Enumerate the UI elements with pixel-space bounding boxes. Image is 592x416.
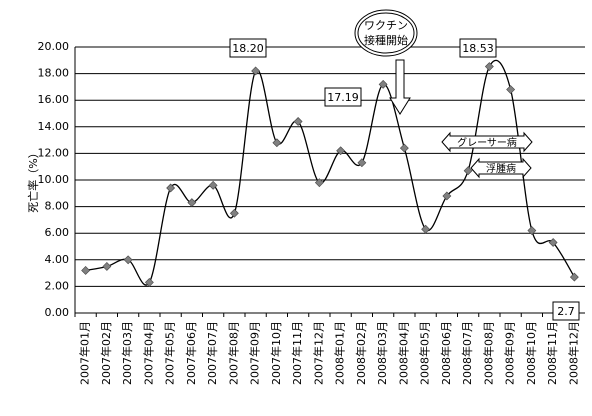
marker <box>272 138 282 148</box>
x-tick-label: 2007年10月 <box>269 321 283 385</box>
marker <box>229 208 239 218</box>
x-tick-label: 2008年12月 <box>566 321 580 385</box>
x-tick-label: 2007年06月 <box>184 321 198 385</box>
x-tick-label: 2007年04月 <box>141 321 155 385</box>
annotation: 接種開始 <box>364 33 408 47</box>
marker <box>569 272 579 282</box>
marker <box>187 198 197 208</box>
y-tick-label: 14.00 <box>38 120 70 133</box>
x-tick-label: 2007年11月 <box>290 321 304 385</box>
y-tick-label: 8.00 <box>45 200 70 213</box>
y-tick-label: 4.00 <box>45 253 70 266</box>
x-tick-label: 2007年09月 <box>248 321 262 385</box>
y-tick-label: 12.00 <box>38 146 70 159</box>
x-tick-label: 2007年08月 <box>226 321 240 385</box>
marker <box>463 166 473 176</box>
x-tick-label: 2007年01月 <box>78 321 92 385</box>
x-tick-label: 2007年02月 <box>99 321 113 385</box>
annotation-box <box>324 87 362 107</box>
marker <box>484 62 494 71</box>
x-tick-label: 2008年02月 <box>354 321 368 385</box>
marker <box>442 191 452 201</box>
marker <box>357 158 367 168</box>
double-arrow <box>441 131 533 153</box>
y-axis-label: 死亡率（%） <box>26 147 40 212</box>
y-tick-label: 16.00 <box>38 93 70 106</box>
marker <box>166 183 176 193</box>
y-tick-label: 0.00 <box>45 306 70 319</box>
marker <box>378 79 388 89</box>
annotation: 18.53 <box>462 42 494 55</box>
y-tick-label: 2.00 <box>45 279 70 292</box>
x-tick-label: 2007年03月 <box>120 321 134 385</box>
y-tick-label: 10.00 <box>38 173 70 186</box>
marker <box>123 255 133 265</box>
double-arrow <box>470 157 532 179</box>
annotation-box <box>229 38 267 58</box>
marker <box>293 117 303 126</box>
annotation-box <box>552 301 580 321</box>
x-tick-label: 2007年05月 <box>163 321 177 385</box>
marker <box>102 262 112 271</box>
y-tick-label: 18.00 <box>38 67 70 80</box>
annotation: ワクチン <box>364 19 408 32</box>
x-tick-label: 2008年04月 <box>396 321 410 385</box>
x-tick-label: 2008年08月 <box>481 321 495 385</box>
marker <box>506 85 516 94</box>
marker <box>144 277 154 287</box>
x-tick-label: 2008年10月 <box>524 321 538 385</box>
x-tick-label: 2008年07月 <box>460 321 474 385</box>
marker <box>251 66 261 76</box>
marker <box>399 143 409 153</box>
marker <box>336 146 346 156</box>
x-tick-label: 2007年12月 <box>311 321 325 385</box>
marker <box>81 266 91 275</box>
arrow <box>389 59 411 115</box>
marker <box>208 180 218 190</box>
x-tick-label: 2008年09月 <box>503 321 517 385</box>
y-tick-label: 6.00 <box>45 226 70 239</box>
marker <box>314 178 324 188</box>
annotation: 2.7 <box>557 305 575 318</box>
annotation: グレーサー病 <box>457 136 517 149</box>
callout-inner <box>357 12 415 54</box>
x-tick-label: 2007年07月 <box>205 321 219 385</box>
x-tick-label: 2008年03月 <box>375 321 389 385</box>
annotation-box <box>459 38 497 58</box>
x-tick-label: 2008年05月 <box>418 321 432 385</box>
marker <box>527 226 537 235</box>
annotation: 浮腫病 <box>486 162 516 175</box>
y-tick-label: 20.00 <box>38 40 70 53</box>
marker <box>421 224 431 234</box>
marker <box>548 238 558 247</box>
x-tick-label: 2008年06月 <box>439 321 453 385</box>
x-tick-label: 2008年01月 <box>333 321 347 385</box>
annotation: 17.19 <box>327 91 359 104</box>
x-tick-label: 2008年11月 <box>545 321 559 385</box>
callout <box>354 9 418 57</box>
annotation: 18.20 <box>232 42 264 55</box>
